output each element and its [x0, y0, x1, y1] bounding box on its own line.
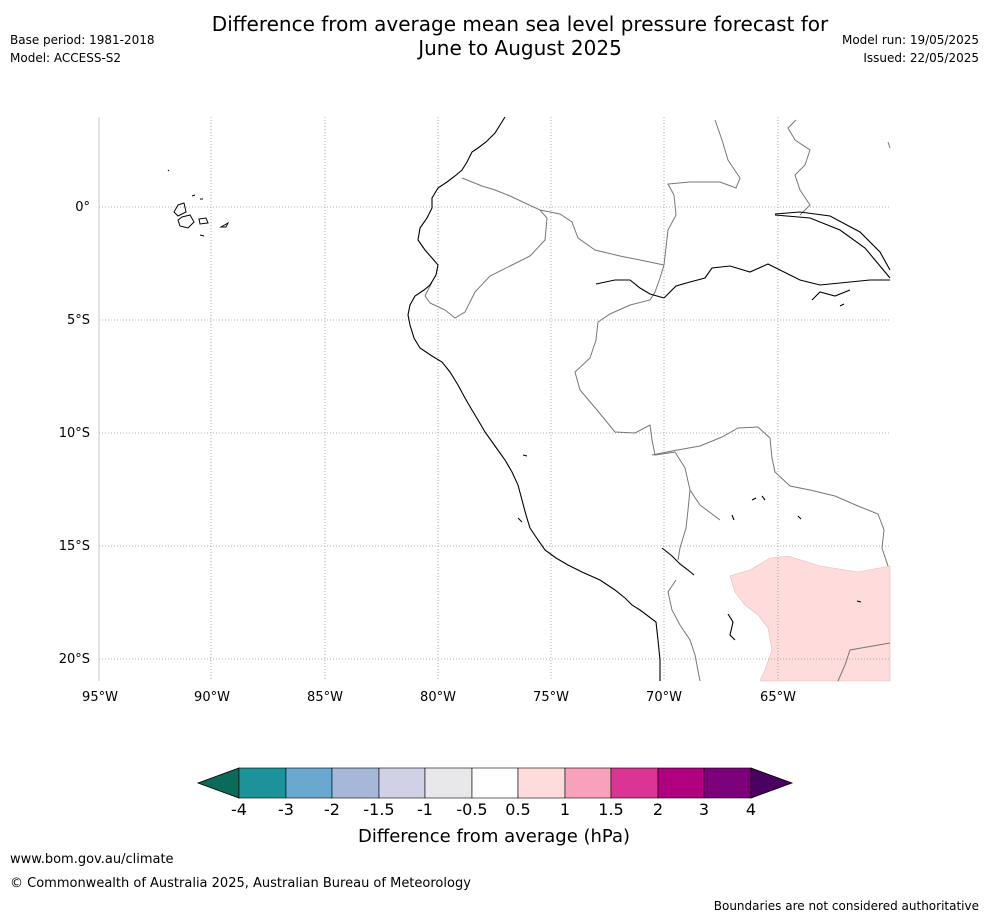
colorbar-tick-label: 4 — [745, 800, 757, 819]
colorbar-swatch — [564, 767, 612, 799]
colorbar-tick-label: -2 — [324, 800, 340, 819]
model-name: Model: ACCESS-S2 — [10, 51, 122, 65]
latitude-labels: 0° 5°S 10°S 15°S 20°S — [59, 200, 90, 667]
colorbar-swatch — [285, 767, 333, 799]
lon-label: 80°W — [420, 690, 456, 705]
colorbar-title: Difference from average (hPa) — [357, 826, 631, 847]
lat-label: 0° — [75, 200, 90, 215]
map-figure: 0° 5°S 10°S 15°S 20°S 95°W 90°W 85°W 80°… — [59, 116, 891, 705]
colorbar-swatch — [378, 767, 426, 799]
coastlines — [407, 116, 891, 681]
title-line-1: Difference from average mean sea level p… — [211, 12, 829, 36]
colorbar-swatch — [610, 767, 659, 799]
colorbar-swatch — [238, 767, 287, 799]
country-borders — [424, 119, 891, 682]
map-gridlines — [99, 117, 890, 681]
lon-label: 95°W — [82, 690, 118, 705]
lon-label: 65°W — [760, 690, 796, 705]
colorbar-swatch — [703, 767, 752, 799]
issued-date: Issued: 22/05/2025 — [863, 51, 979, 65]
colorbar-tick-label: -0.5 — [456, 800, 488, 819]
colorbar-swatch — [424, 767, 473, 799]
lat-label: 20°S — [59, 652, 90, 667]
colorbar-tick-label: 3 — [698, 800, 710, 819]
lon-label: 75°W — [533, 690, 569, 705]
source-url: www.bom.gov.au/climate — [10, 852, 174, 867]
base-period: Base period: 1981-2018 — [10, 33, 155, 47]
colorbar-tick-label: -4 — [231, 800, 247, 819]
model-run: Model run: 19/05/2025 — [841, 33, 979, 47]
colorbar — [196, 767, 794, 799]
copyright-notice: © Commonwealth of Australia 2025, Austra… — [10, 876, 471, 891]
colorbar-tick-label: 2 — [652, 800, 664, 819]
colorbar-high-arrow — [750, 767, 794, 799]
colorbar-tick-label: 1.5 — [598, 800, 624, 819]
galapagos-islands — [167, 169, 230, 237]
lon-label: 90°W — [194, 690, 230, 705]
colorbar-low-arrow — [196, 767, 240, 799]
colorbar-tick-label: 1 — [559, 800, 571, 819]
colorbar-tick-label: -1.5 — [363, 800, 395, 819]
colorbar-swatch — [331, 767, 380, 799]
colorbar-swatch — [471, 767, 519, 799]
colorbar-swatch — [657, 767, 705, 799]
lon-label: 70°W — [646, 690, 682, 705]
title-line-2: June to August 2025 — [418, 36, 622, 60]
anomaly-area-positive — [729, 555, 891, 682]
colorbar-tick-label: -1 — [417, 800, 433, 819]
colorbar-tick-label: -3 — [278, 800, 294, 819]
left-metadata: Base period: 1981-2018 Model: ACCESS-S2 — [10, 31, 155, 67]
right-metadata: Model run: 19/05/2025 Issued: 22/05/2025 — [842, 31, 979, 67]
lat-label: 5°S — [67, 313, 90, 328]
lat-label: 15°S — [59, 539, 90, 554]
lon-label: 85°W — [307, 690, 343, 705]
colorbar-swatch — [517, 767, 566, 799]
map-title: Difference from average mean sea level p… — [180, 12, 860, 60]
longitude-labels: 95°W 90°W 85°W 80°W 75°W 70°W 65°W — [82, 690, 796, 705]
boundary-disclaimer: Boundaries are not considered authoritat… — [713, 899, 979, 913]
colorbar-tick-label: 0.5 — [505, 800, 531, 819]
lat-label: 10°S — [59, 426, 90, 441]
